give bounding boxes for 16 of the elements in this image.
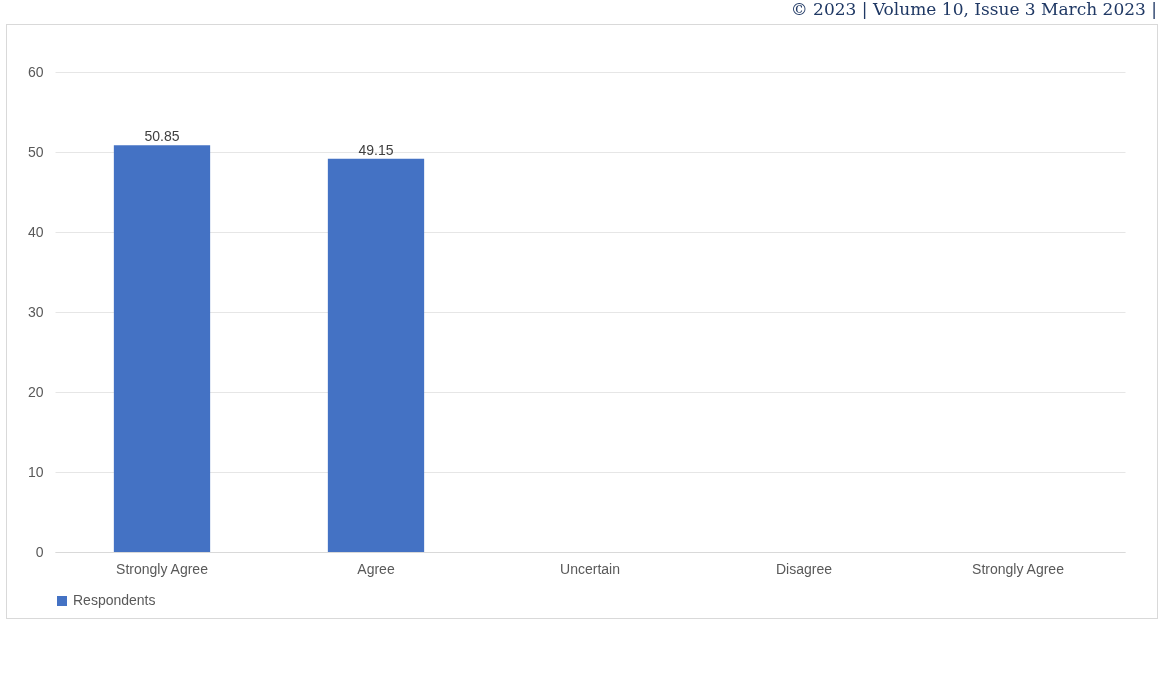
y-tick-label: 10: [27, 463, 44, 480]
x-tick-label: Strongly Agree: [972, 560, 1065, 577]
legend-label: Respondents: [73, 592, 156, 608]
y-tick-label: 30: [27, 303, 44, 320]
x-tick-label: Agree: [357, 560, 395, 577]
text: © 2023 | Volume 10, Issue 3 March 2023 |: [789, 0, 1158, 19]
y-tick-label: 20: [27, 383, 44, 400]
x-tick-label: Uncertain: [560, 560, 620, 577]
y-tick-label: 0: [35, 543, 44, 560]
x-tick-label: Disagree: [775, 560, 833, 577]
x-tick-label: Strongly Agree: [116, 560, 209, 577]
y-tick-label: 50: [27, 143, 44, 160]
y-tick-label: 40: [27, 223, 44, 240]
data-label: 49.15: [358, 141, 394, 158]
y-tick-label: 60: [27, 63, 44, 80]
data-label: 50.85: [144, 128, 180, 145]
